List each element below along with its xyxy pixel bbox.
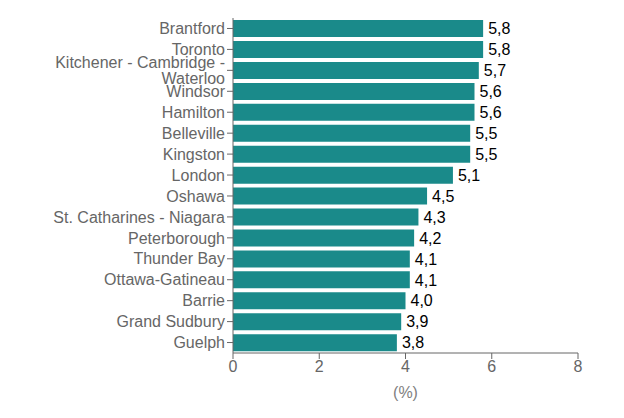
- svg-text:4,1: 4,1: [415, 272, 437, 289]
- svg-text:Kitchener - Cambridge -Waterlo: Kitchener - Cambridge -Waterloo: [55, 54, 225, 87]
- svg-text:Barrie: Barrie: [182, 292, 225, 309]
- svg-text:Peterborough: Peterborough: [128, 230, 225, 247]
- svg-text:4,2: 4,2: [419, 230, 441, 247]
- svg-text:Thunder Bay: Thunder Bay: [133, 250, 225, 267]
- svg-text:4,5: 4,5: [432, 188, 454, 205]
- svg-text:4,3: 4,3: [423, 209, 445, 226]
- svg-text:4,1: 4,1: [415, 251, 437, 268]
- svg-text:5,1: 5,1: [458, 167, 480, 184]
- svg-text:Brantford: Brantford: [159, 20, 225, 37]
- svg-text:3,8: 3,8: [402, 334, 424, 351]
- svg-text:5,6: 5,6: [480, 83, 502, 100]
- svg-text:Ottawa-Gatineau: Ottawa-Gatineau: [104, 271, 225, 288]
- svg-text:4,0: 4,0: [411, 292, 433, 309]
- svg-text:Windsor: Windsor: [166, 83, 225, 100]
- svg-text:2: 2: [315, 358, 324, 375]
- svg-text:Kingston: Kingston: [163, 146, 225, 163]
- svg-text:3,9: 3,9: [406, 313, 428, 330]
- svg-text:London: London: [172, 167, 225, 184]
- svg-text:5,8: 5,8: [488, 20, 510, 37]
- svg-text:5,6: 5,6: [480, 104, 502, 121]
- svg-text:Hamilton: Hamilton: [162, 104, 225, 121]
- svg-text:5,5: 5,5: [475, 146, 497, 163]
- svg-text:6: 6: [487, 358, 496, 375]
- svg-text:5,5: 5,5: [475, 125, 497, 142]
- svg-text:5,8: 5,8: [488, 41, 510, 58]
- svg-text:Belleville: Belleville: [162, 125, 225, 142]
- svg-text:Grand Sudbury: Grand Sudbury: [116, 313, 225, 330]
- svg-text:(%): (%): [393, 384, 418, 401]
- svg-text:Guelph: Guelph: [173, 334, 225, 351]
- svg-text:0: 0: [229, 358, 238, 375]
- svg-text:5,7: 5,7: [484, 62, 506, 79]
- svg-text:4: 4: [401, 358, 410, 375]
- svg-text:St. Catharines - Niagara: St. Catharines - Niagara: [53, 209, 225, 226]
- svg-text:8: 8: [574, 358, 583, 375]
- svg-text:Toronto: Toronto: [172, 41, 225, 58]
- svg-text:Oshawa: Oshawa: [166, 188, 225, 205]
